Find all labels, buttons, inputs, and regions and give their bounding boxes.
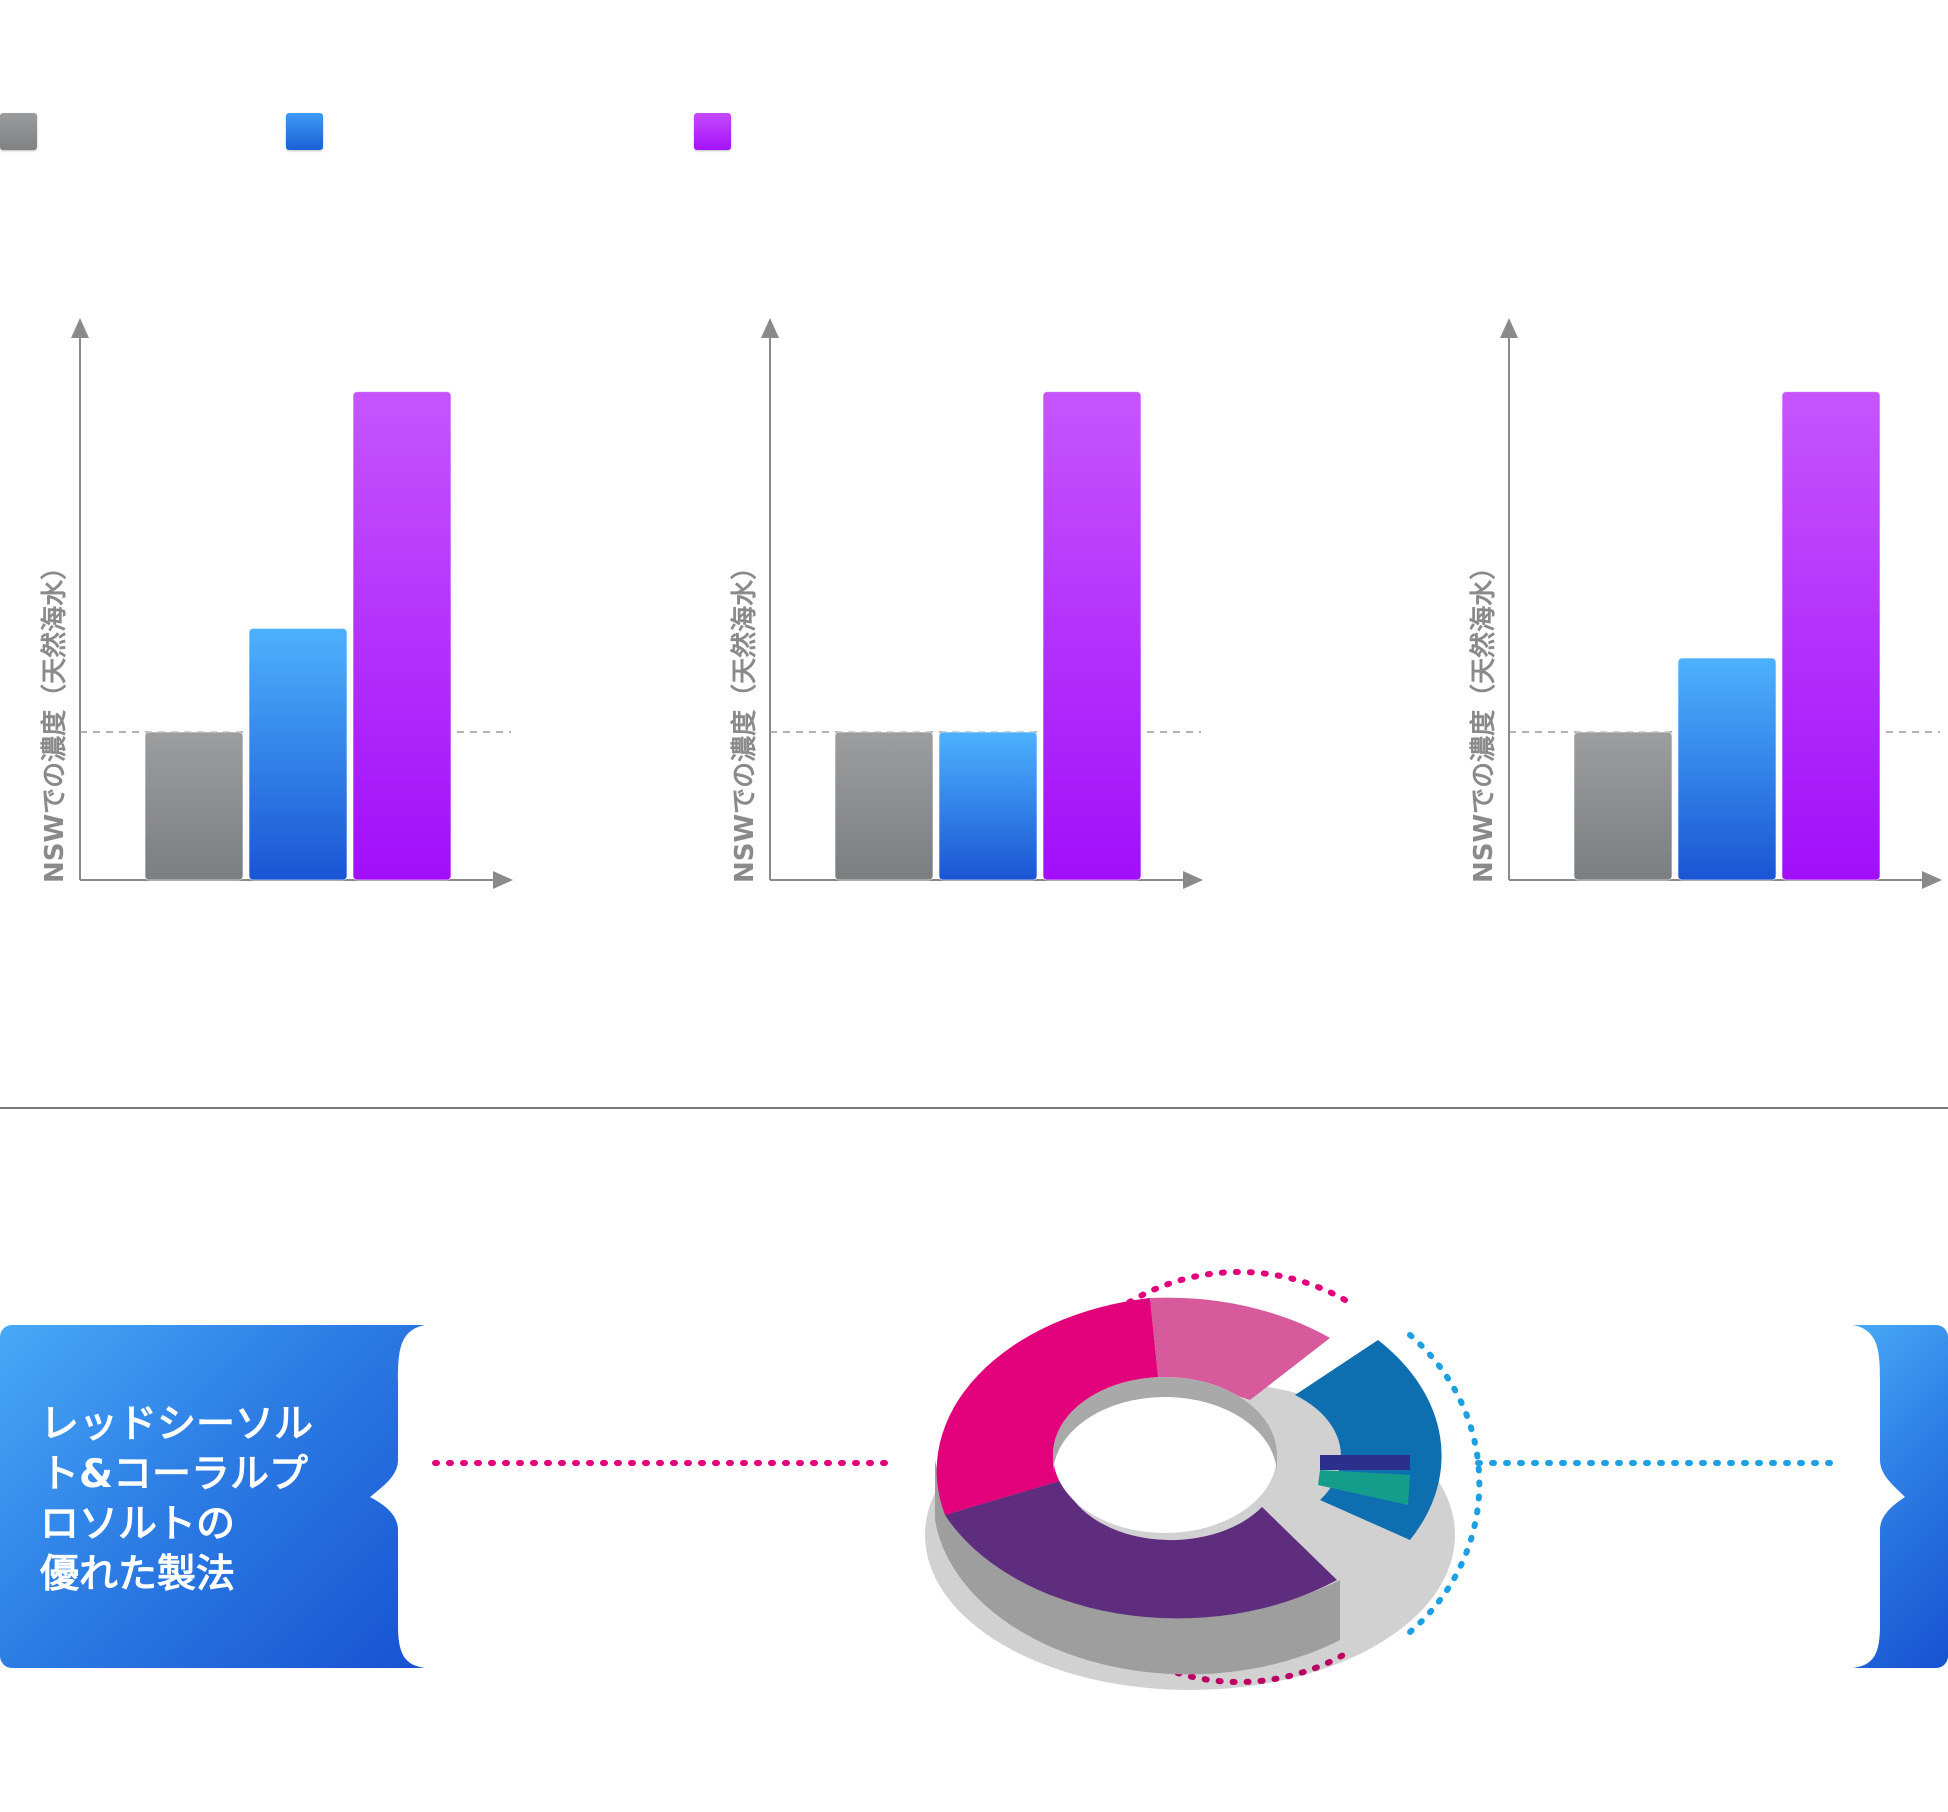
legend-swatch-blue xyxy=(286,113,323,150)
bar-3-3 xyxy=(1781,391,1881,881)
x-axis-arrow-3 xyxy=(1922,871,1942,889)
section-divider xyxy=(0,1107,1948,1109)
donut-illustration xyxy=(370,1269,1905,1690)
x-axis-arrow-2 xyxy=(1183,871,1203,889)
bar-2-2 xyxy=(938,731,1038,881)
method-panel-text: レッドシーソル ト&コーラルプ ロソルトの 優れた製法 xyxy=(40,1400,340,1600)
donut-slice-multi xyxy=(1150,1297,1330,1400)
y-axis-label-3: NSWでの濃度（天然海水） xyxy=(1469,553,1499,883)
donut-hole xyxy=(1053,1377,1277,1533)
donut-slice-teal-band xyxy=(1318,1470,1410,1505)
left-brace xyxy=(370,1325,425,1668)
bar-1-2 xyxy=(248,627,348,881)
y-axis-arrow-2 xyxy=(761,318,779,338)
y-axis-label-2: NSWでの濃度（天然海水） xyxy=(730,553,760,883)
panel-line: 優れた製法 xyxy=(40,1552,236,1597)
bar-2-1 xyxy=(834,731,934,881)
donut-slice-blue-band xyxy=(1320,1455,1410,1470)
bar-1-3 xyxy=(352,391,452,881)
bar-1-1 xyxy=(144,731,244,881)
donut-inner-wall xyxy=(1053,1377,1277,1475)
method-panel xyxy=(0,1325,425,1668)
legend-swatch-gray xyxy=(0,113,37,150)
y-axis-label-1: NSWでの濃度（天然海水） xyxy=(40,553,70,883)
cyan-dotted-arc xyxy=(1407,1332,1483,1635)
bar-3-2 xyxy=(1677,657,1777,881)
y-axis-arrow-1 xyxy=(71,318,89,338)
bar-3-1 xyxy=(1573,731,1673,881)
right-brace xyxy=(1853,1325,1905,1668)
bar-2-3 xyxy=(1042,391,1142,881)
y-axis-arrow-3 xyxy=(1500,318,1518,338)
donut-slice-purple xyxy=(945,1480,1337,1619)
panel-line: ト&コーラルプ xyxy=(40,1452,309,1497)
x-axis-arrow-1 xyxy=(493,871,513,889)
legend-swatch-purple xyxy=(694,113,731,150)
panel-line: レッドシーソル xyxy=(40,1402,314,1447)
donut-slice-magenta xyxy=(936,1298,1160,1515)
panel-line: ロソルトの xyxy=(40,1502,236,1547)
donut-side xyxy=(935,1460,1340,1675)
